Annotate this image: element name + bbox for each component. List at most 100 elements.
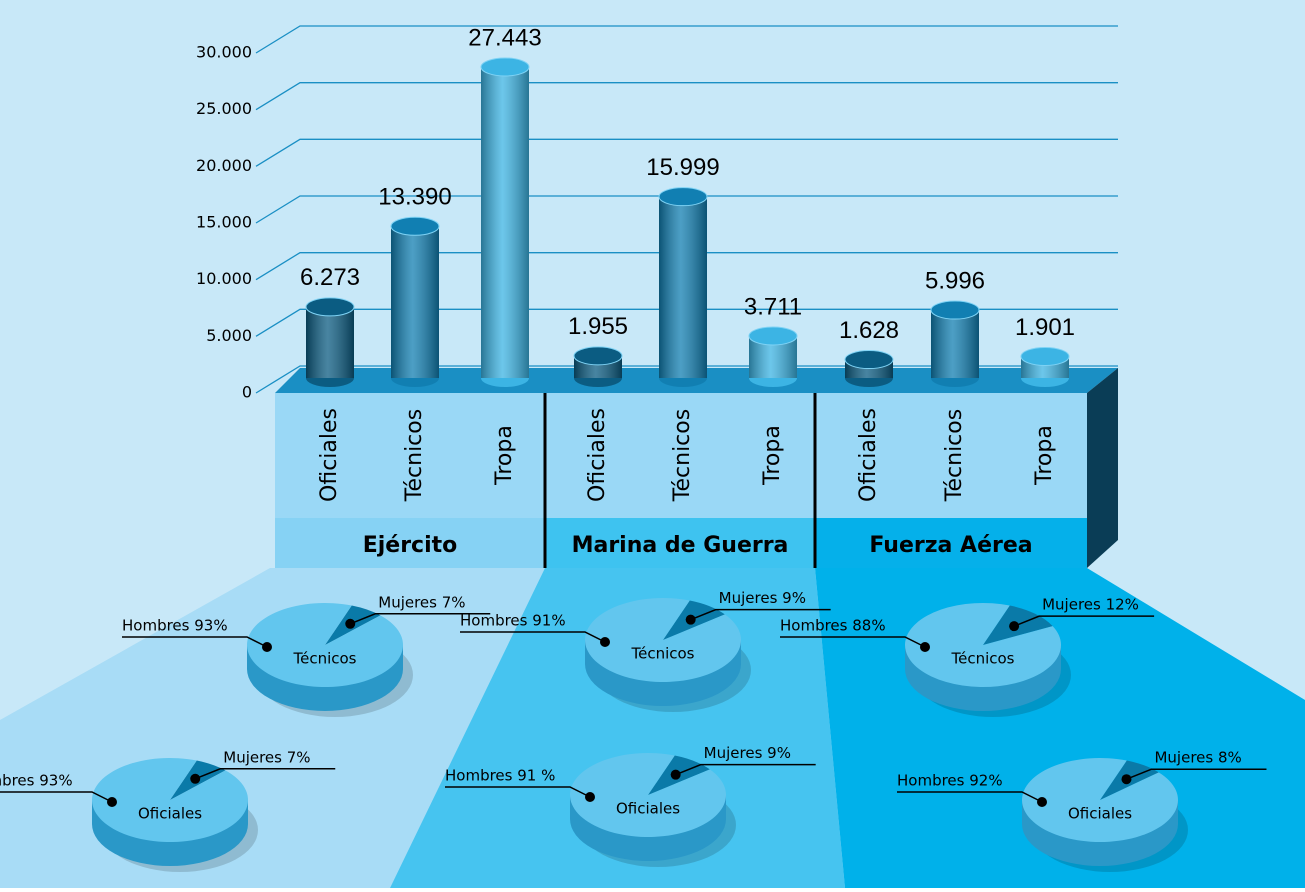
pie-label: Hombres 91 % bbox=[445, 767, 555, 785]
pie-title: Técnicos bbox=[950, 650, 1014, 668]
bar-top bbox=[658, 187, 708, 207]
pie-label: Hombres 93% bbox=[0, 772, 73, 790]
bar-shade bbox=[481, 66, 529, 378]
bar bbox=[748, 326, 798, 387]
bar-top bbox=[480, 57, 530, 77]
value-label: 27.443 bbox=[468, 24, 541, 51]
y-tick-label: 20.000 bbox=[196, 156, 252, 175]
group-label: Marina de Guerra bbox=[572, 533, 789, 558]
bar-shade bbox=[931, 310, 979, 378]
grid-line bbox=[255, 252, 1118, 281]
pie-title: Oficiales bbox=[138, 805, 202, 823]
leader-line bbox=[122, 636, 268, 648]
pie-label: Hombres 91% bbox=[460, 612, 566, 630]
leader-line bbox=[445, 786, 591, 798]
pie-slice bbox=[569, 752, 726, 837]
group-label: Ejército bbox=[363, 533, 458, 558]
bar-top bbox=[305, 297, 355, 317]
category-label: Tropa bbox=[492, 425, 517, 486]
pie-label: Mujeres 7% bbox=[378, 593, 465, 611]
bar bbox=[305, 297, 355, 387]
y-tick-label: 25.000 bbox=[196, 99, 252, 118]
bar bbox=[930, 300, 980, 387]
value-label: 5.996 bbox=[925, 267, 985, 294]
pie-slice bbox=[1021, 757, 1178, 842]
pie-title: Técnicos bbox=[292, 650, 356, 668]
group-band bbox=[545, 518, 815, 568]
value-label: 3.711 bbox=[744, 293, 802, 320]
pie-slice bbox=[584, 597, 741, 682]
value-label: 13.390 bbox=[378, 184, 451, 211]
grid-line bbox=[255, 25, 1118, 54]
category-label: Técnicos bbox=[670, 409, 695, 502]
bar-top bbox=[748, 326, 798, 346]
category-label: Técnicos bbox=[402, 409, 427, 502]
platform-front bbox=[275, 393, 1087, 518]
bar-top bbox=[390, 216, 440, 236]
bar bbox=[844, 350, 894, 387]
value-label: 6.273 bbox=[300, 264, 360, 291]
pie-label: Hombres 93% bbox=[122, 617, 228, 635]
bar-top bbox=[573, 346, 623, 366]
category-label: Oficiales bbox=[317, 408, 342, 502]
leader-line bbox=[690, 608, 831, 621]
leader-line bbox=[897, 791, 1043, 803]
grid-line bbox=[255, 82, 1118, 111]
grid-line bbox=[255, 195, 1118, 224]
platform-side bbox=[1087, 368, 1118, 568]
pies: Técnicos Mujeres 7% Hombres 93% Oficiales Mu… bbox=[0, 589, 1267, 872]
grid-line bbox=[255, 308, 1118, 337]
pie-label: Mujeres 9% bbox=[704, 744, 791, 762]
leader-line bbox=[675, 763, 816, 776]
bar bbox=[390, 216, 440, 387]
category-label: Oficiales bbox=[856, 408, 881, 502]
value-label: 1.628 bbox=[839, 317, 899, 344]
leader-line bbox=[1126, 768, 1267, 780]
group-label: Fuerza Aérea bbox=[869, 533, 1032, 558]
bar-top bbox=[930, 300, 980, 320]
pie-label: Hombres 88% bbox=[780, 617, 886, 635]
leader-line bbox=[1013, 615, 1155, 627]
grid-line bbox=[255, 138, 1118, 167]
y-tick-label: 0 bbox=[242, 383, 252, 402]
category-label: Tropa bbox=[760, 425, 785, 486]
bar bbox=[658, 187, 708, 387]
pie-title: Oficiales bbox=[1068, 805, 1132, 823]
value-label: 1.901 bbox=[1015, 314, 1075, 341]
bar-shade bbox=[659, 196, 707, 378]
leader-line bbox=[349, 613, 491, 625]
leader-line bbox=[460, 631, 606, 643]
y-tick-label: 10.000 bbox=[196, 269, 252, 288]
leader-line bbox=[0, 791, 113, 803]
pie-slice bbox=[91, 757, 248, 842]
bar bbox=[1020, 346, 1070, 387]
leader-line bbox=[780, 636, 926, 648]
y-tick-label: 15.000 bbox=[196, 213, 252, 232]
bar-shade bbox=[391, 226, 439, 378]
category-label: Oficiales bbox=[585, 408, 610, 502]
pie-slice bbox=[905, 602, 1062, 688]
pie-label: Mujeres 9% bbox=[719, 589, 806, 607]
bar bbox=[480, 57, 530, 387]
bars: 6.273 Oficiales 13.390 Técnicos 27.443 Tropa 1… bbox=[300, 24, 1075, 558]
leader-line bbox=[194, 768, 336, 780]
y-tick-label: 5.000 bbox=[206, 326, 252, 345]
pie-label: Mujeres 7% bbox=[223, 748, 310, 766]
grid: 0 5.000 10.000 15.000 20.000 25.000 30.000 bbox=[196, 25, 1118, 402]
y-tick-label: 30.000 bbox=[196, 43, 252, 62]
pie-label: Hombres 92% bbox=[897, 772, 1003, 790]
bar-top bbox=[1020, 346, 1070, 366]
pie-label: Mujeres 8% bbox=[1154, 749, 1241, 767]
value-label: 15.999 bbox=[646, 154, 719, 181]
bar-top bbox=[844, 350, 894, 370]
bar bbox=[573, 346, 623, 387]
pie-title: Técnicos bbox=[630, 645, 694, 663]
value-label: 1.955 bbox=[568, 313, 628, 340]
pie-label: Mujeres 12% bbox=[1042, 596, 1139, 614]
pie-slice bbox=[246, 603, 403, 687]
category-label: Técnicos bbox=[942, 409, 967, 502]
bar-shade bbox=[306, 306, 354, 378]
pie-title: Oficiales bbox=[616, 800, 680, 818]
category-label: Tropa bbox=[1032, 425, 1057, 486]
